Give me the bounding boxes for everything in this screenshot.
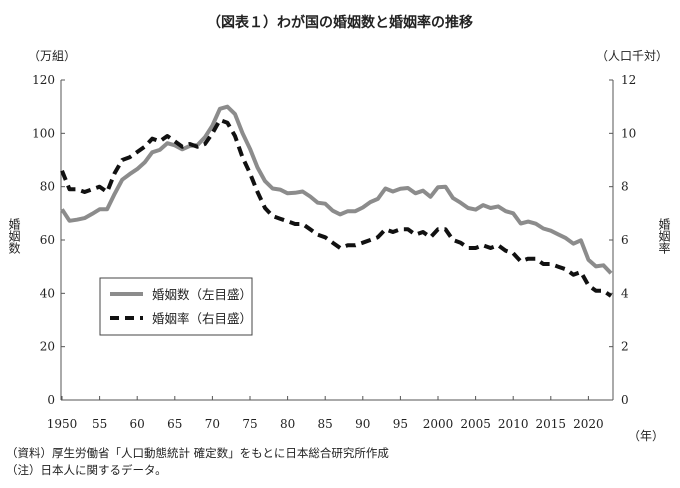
x-tick-label: 85 — [318, 417, 333, 431]
left-tick-label: 120 — [32, 73, 55, 87]
left-axis-label: 婚姻数 — [7, 218, 21, 255]
legend-box — [99, 277, 253, 336]
legend: 婚姻数（左目盛） 婚姻率（右目盛） — [99, 277, 253, 336]
chart-title: （図表１）わが国の婚姻数と婚姻率の推移 — [207, 14, 473, 31]
legend-label-count: 婚姻数（左目盛） — [152, 287, 252, 302]
x-tick-label: 70 — [205, 417, 220, 431]
x-tick-label: 95 — [393, 417, 408, 431]
x-tick-label: 1950 — [47, 417, 78, 431]
right-axis-unit: （人口千対） — [596, 49, 668, 63]
left-tick-label: 60 — [40, 233, 55, 247]
legend-label-rate: 婚姻率（右目盛） — [152, 311, 252, 326]
x-tick-label: 2005 — [460, 417, 491, 431]
right-tick-label: 12 — [621, 73, 636, 87]
right-axis-label: 婚姻率 — [657, 218, 671, 254]
left-tick-label: 20 — [40, 340, 55, 354]
left-tick-label: 0 — [47, 393, 55, 407]
x-tick-label: 55 — [92, 417, 107, 431]
x-axis-unit: （年） — [628, 429, 664, 443]
right-tick-label: 8 — [621, 180, 629, 194]
x-tick-label: 80 — [280, 417, 295, 431]
left-tick-label: 80 — [40, 180, 55, 194]
x-tick-label: 60 — [130, 417, 145, 431]
left-axis-unit: （万組） — [28, 49, 76, 63]
right-tick-label: 10 — [621, 126, 636, 140]
x-tick-label: 2015 — [536, 417, 567, 431]
x-tick-label: 2020 — [573, 417, 604, 431]
right-tick-label: 6 — [621, 233, 629, 247]
source-note: （資料）厚生労働省「人口動態統計 確定数」をもとに日本総合研究所作成 — [6, 446, 389, 460]
data-note: （注）日本人に関するデータ。 — [6, 463, 167, 477]
left-tick-label: 40 — [40, 286, 55, 300]
x-tick-label: 90 — [355, 417, 370, 431]
series-line-marriages — [60, 104, 613, 275]
x-tick-label: 75 — [242, 417, 257, 431]
x-tick-label: 65 — [167, 417, 182, 431]
series-line-marriage-rate — [60, 118, 613, 298]
right-tick-label: 4 — [621, 286, 629, 300]
right-tick-label: 2 — [621, 340, 629, 354]
x-tick-label: 2000 — [423, 417, 454, 431]
x-tick-label: 2010 — [498, 417, 529, 431]
right-tick-label: 0 — [621, 393, 629, 407]
left-tick-label: 100 — [32, 126, 55, 140]
